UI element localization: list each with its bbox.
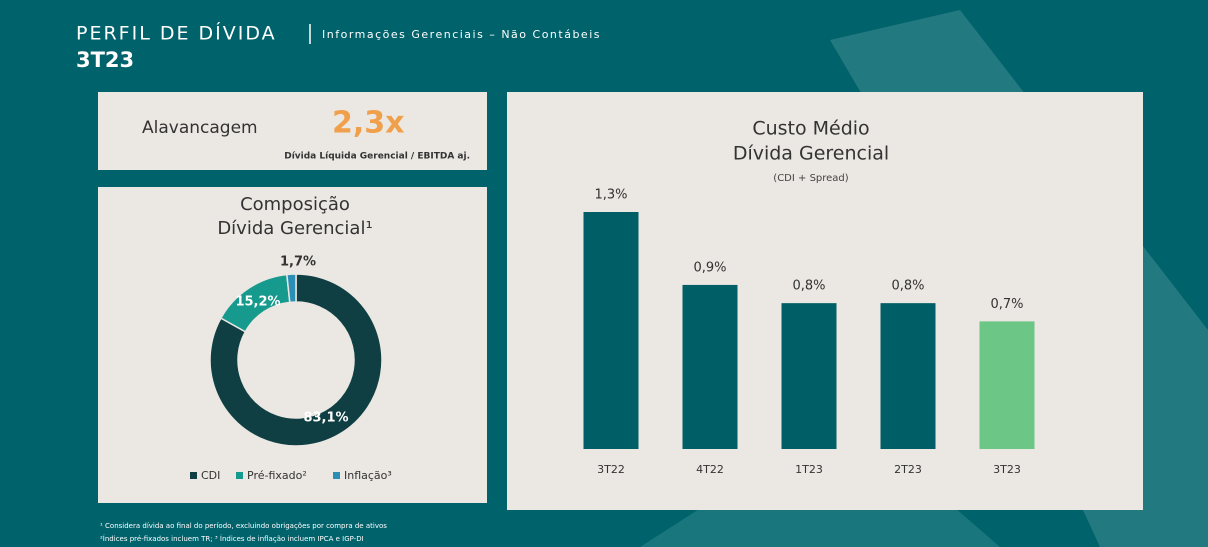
legend-swatch xyxy=(190,472,197,479)
data-label: 1,3% xyxy=(594,188,627,203)
legend-label: Inflação³ xyxy=(344,469,392,482)
leverage-note: Dívida Líquida Gerencial / EBITDA aj. xyxy=(284,152,470,162)
leverage-label: Alavancagem xyxy=(142,118,258,138)
chart-title: Dívida Gerencial¹ xyxy=(217,218,372,239)
panel xyxy=(98,187,487,503)
legend-label: Pré-fixado² xyxy=(247,469,307,482)
chart-title: Dívida Gerencial xyxy=(733,143,889,165)
bar xyxy=(781,303,837,449)
donut-slice xyxy=(286,273,297,304)
chart-title: Custo Médio xyxy=(752,118,869,140)
header-period: 3T23 xyxy=(76,48,134,72)
bar xyxy=(880,303,936,449)
x-tick-label: 4T22 xyxy=(696,463,724,476)
data-label: 15,2% xyxy=(235,295,280,310)
chart-title: Composição xyxy=(240,194,350,215)
data-label: 0,7% xyxy=(990,297,1023,312)
panel xyxy=(98,92,487,170)
x-tick-label: 1T23 xyxy=(795,463,823,476)
bar xyxy=(979,321,1035,449)
x-tick-label: 3T22 xyxy=(597,463,625,476)
footnote: ²Índices pré-fixados incluem TR; ³ Índic… xyxy=(100,534,364,543)
chart-subtitle: (CDI + Spread) xyxy=(773,173,848,184)
x-tick-label: 2T23 xyxy=(894,463,922,476)
header-subtitle: Informações Gerenciais – Não Contábeis xyxy=(322,28,601,41)
bar xyxy=(682,284,738,449)
data-label: 83,1% xyxy=(303,411,348,426)
bar xyxy=(583,212,639,449)
header-title: PERFIL DE DÍVIDA xyxy=(76,22,277,45)
legend-swatch xyxy=(333,472,340,479)
data-label: 0,8% xyxy=(792,279,825,294)
legend-swatch xyxy=(236,472,243,479)
leverage-value: 2,3x xyxy=(332,106,405,141)
data-label: 0,9% xyxy=(693,260,726,275)
footnote: ¹ Considera dívida ao final do período, … xyxy=(100,522,387,530)
donut-slice xyxy=(209,273,383,447)
data-label: 0,8% xyxy=(891,279,924,294)
x-tick-label: 3T23 xyxy=(993,463,1021,476)
data-label: 1,7% xyxy=(280,255,316,270)
legend-label: CDI xyxy=(201,469,220,482)
